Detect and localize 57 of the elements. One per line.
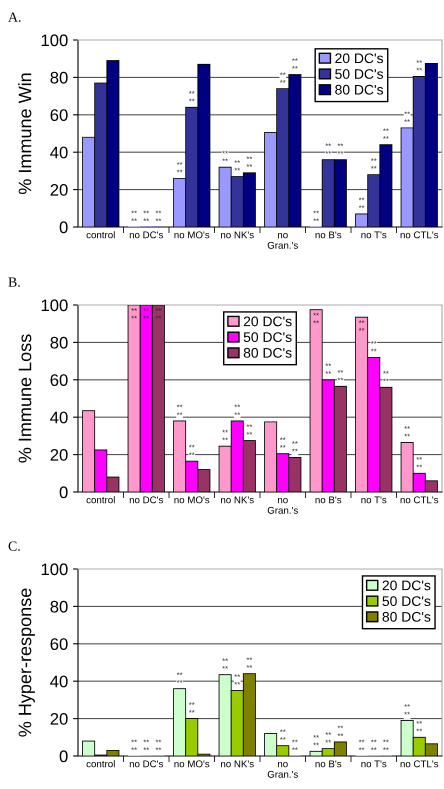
x-tick-label: no B's (316, 232, 342, 238)
y-tick-label: 40 (50, 412, 68, 424)
legend-label: 20 DC's (335, 53, 384, 64)
y-tick-label: 100 (42, 299, 68, 312)
x-tick-label: no B's (316, 760, 342, 768)
y-axis-title: % Hyper-response (18, 588, 35, 737)
legend-label: 20 DC's (244, 316, 292, 326)
x-tick-label: no T's (361, 232, 386, 238)
x-tick-label: control (86, 496, 115, 504)
legend-label: 50 DC's (382, 596, 430, 606)
x-tick-label: no Gran.'s (268, 762, 298, 778)
y-tick-label: 40 (50, 146, 68, 158)
y-tick-label: 80 (50, 72, 68, 84)
chart-title: C. (8, 541, 20, 551)
y-tick-label: 60 (50, 109, 68, 122)
legend-label: 50 DC's (244, 332, 292, 342)
chart-title: B. (8, 278, 20, 287)
x-tick-label: no MO's (174, 231, 210, 238)
x-tick-label: no B's (316, 496, 342, 504)
y-axis-title: % Immune Loss (18, 334, 32, 463)
x-tick-label: control (86, 760, 115, 768)
y-axis-title: % Immune Win (18, 73, 32, 194)
chart-title: A. (8, 12, 21, 22)
x-tick-label: control (86, 231, 115, 238)
x-tick-label: no Gran.'s (268, 498, 298, 514)
x-tick-label: no CTL's (400, 760, 438, 768)
y-tick-label: 0 (60, 750, 68, 762)
y-tick-label: 100 (42, 34, 68, 46)
x-tick-label: no DC's (130, 231, 164, 238)
y-tick-label: 20 (50, 713, 68, 725)
x-tick-label: no Gran.'s (268, 232, 298, 249)
x-tick-label: no NK's (221, 760, 254, 768)
y-tick-label: 20 (50, 184, 68, 196)
legend-label: 80 DC's (335, 84, 384, 95)
legend-label: 80 DC's (382, 612, 430, 622)
x-tick-label: no CTL's (400, 231, 438, 238)
y-tick-label: 60 (50, 374, 68, 386)
y-tick-label: 0 (60, 486, 68, 498)
y-tick-label: 40 (50, 676, 68, 688)
x-tick-label: no DC's (130, 760, 164, 768)
x-tick-label: no NK's (221, 496, 254, 504)
y-tick-label: 20 (50, 449, 68, 461)
x-tick-label: no MO's (174, 760, 210, 768)
legend-label: 20 DC's (382, 580, 430, 590)
x-tick-label: no NK's (221, 232, 254, 238)
x-tick-label: no T's (361, 760, 386, 768)
y-tick-label: 100 (42, 563, 68, 576)
legend-label: 80 DC's (244, 348, 292, 358)
x-tick-label: no MO's (174, 496, 210, 504)
x-tick-label: no CTL's (400, 496, 438, 504)
x-tick-label: no T's (361, 496, 386, 504)
y-tick-label: 60 (50, 638, 68, 650)
legend-label: 50 DC's (335, 69, 384, 79)
x-tick-label: no DC's (130, 496, 164, 504)
y-tick-label: 0 (60, 221, 68, 234)
y-tick-label: 80 (50, 336, 68, 349)
y-tick-label: 80 (50, 600, 68, 613)
